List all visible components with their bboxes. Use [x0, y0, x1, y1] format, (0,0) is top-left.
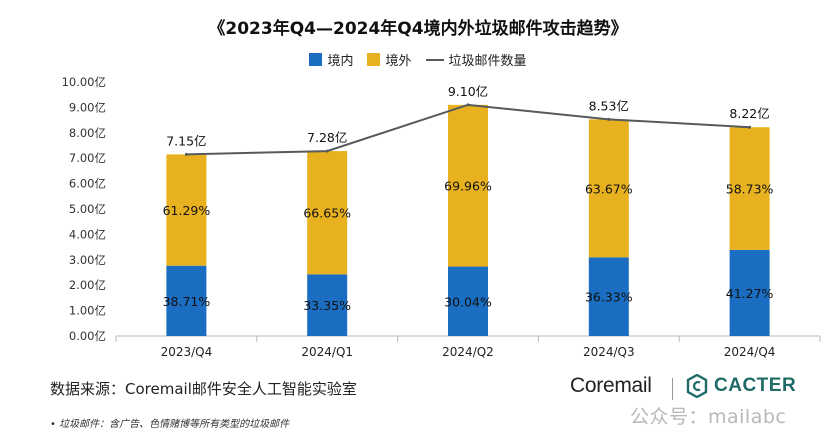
- x-tick-label: 2024/Q2: [442, 345, 494, 359]
- y-tick-label: 10.00亿: [62, 75, 106, 89]
- x-tick-label: 2024/Q4: [724, 345, 776, 359]
- legend-swatch-total: [425, 58, 444, 61]
- cacter-shield-icon: [686, 374, 708, 398]
- y-tick-label: 4.00亿: [69, 227, 106, 241]
- y-tick-label: 0.00亿: [69, 329, 106, 343]
- data-label-foreign: 63.67%: [585, 181, 633, 196]
- total-series-point: [466, 103, 470, 107]
- footnote-text: 垃圾邮件：含广告、色情赌博等所有类型的垃圾邮件: [59, 419, 290, 430]
- data-label-domestic: 33.35%: [303, 298, 351, 313]
- x-tick-label: 2024/Q3: [583, 345, 635, 359]
- data-label-foreign: 58.73%: [726, 182, 774, 197]
- data-source-text: 数据来源：Coremail邮件安全人工智能实验室: [50, 380, 357, 398]
- legend-label-foreign: 境外: [385, 54, 412, 69]
- bar-foreign: [166, 154, 207, 266]
- data-label-domestic: 30.04%: [444, 294, 492, 309]
- data-label-total: 8.53亿: [589, 98, 629, 113]
- data-label-total: 7.28亿: [307, 130, 347, 145]
- legend-label-total: 垃圾邮件数量: [448, 54, 527, 69]
- brand-divider: [672, 378, 673, 400]
- total-series-point: [325, 149, 329, 153]
- y-tick-label: 5.00亿: [69, 202, 106, 216]
- bar-domestic: [588, 257, 629, 336]
- chart-title: 《2023年Q4—2024年Q4境内外垃圾邮件攻击趋势》: [208, 19, 628, 39]
- x-tick-label: 2023/Q4: [161, 345, 213, 359]
- data-label-total: 7.15亿: [166, 133, 206, 148]
- y-tick-label: 2.00亿: [69, 278, 106, 292]
- y-tick-label: 1.00亿: [69, 304, 106, 318]
- y-tick-label: 7.00亿: [69, 151, 106, 165]
- bar-domestic: [307, 274, 348, 336]
- bar-foreign: [729, 127, 770, 250]
- y-tick-label: 8.00亿: [69, 126, 106, 140]
- data-label-foreign: 61.29%: [163, 203, 211, 218]
- data-label-foreign: 69.96%: [444, 179, 492, 194]
- footnote: • 垃圾邮件：含广告、色情赌博等所有类型的垃圾邮件: [50, 419, 290, 430]
- bar-domestic: [729, 249, 770, 336]
- legend-item-total: 垃圾邮件数量: [425, 50, 527, 69]
- legend-item-domestic: 境内: [309, 50, 353, 69]
- legend-swatch-foreign: [367, 53, 381, 66]
- bar-domestic: [448, 266, 488, 336]
- legend-label-domestic: 境内: [327, 54, 354, 69]
- data-label-total: 8.22亿: [729, 106, 769, 121]
- bar-foreign: [588, 119, 629, 258]
- data-label-domestic: 36.33%: [585, 290, 633, 305]
- data-label-foreign: 66.65%: [303, 206, 351, 221]
- data-label-domestic: 38.71%: [163, 294, 211, 309]
- legend-swatch-domestic: [309, 53, 323, 66]
- data-label-domestic: 41.27%: [726, 286, 774, 301]
- total-series-point: [748, 125, 752, 129]
- data-label-total: 9.10亿: [448, 84, 488, 99]
- bar-foreign: [448, 104, 488, 267]
- y-tick-label: 6.00亿: [69, 177, 106, 191]
- legend: 境内 境外 垃圾邮件数量: [0, 50, 836, 69]
- cacter-logo-text: CACTER: [714, 375, 797, 396]
- x-tick-label: 2024/Q1: [301, 345, 353, 359]
- watermark: 公众号：mailabc: [630, 406, 787, 428]
- legend-item-foreign: 境外: [367, 50, 412, 69]
- cacter-logo: CACTER: [686, 374, 796, 398]
- total-series-point: [607, 117, 611, 121]
- bar-foreign: [307, 151, 348, 275]
- coremail-logo: Coremail: [570, 374, 652, 397]
- y-tick-label: 3.00亿: [69, 253, 106, 267]
- bar-domestic: [166, 265, 207, 336]
- total-series-point: [184, 152, 188, 156]
- y-tick-label: 9.00亿: [69, 100, 106, 114]
